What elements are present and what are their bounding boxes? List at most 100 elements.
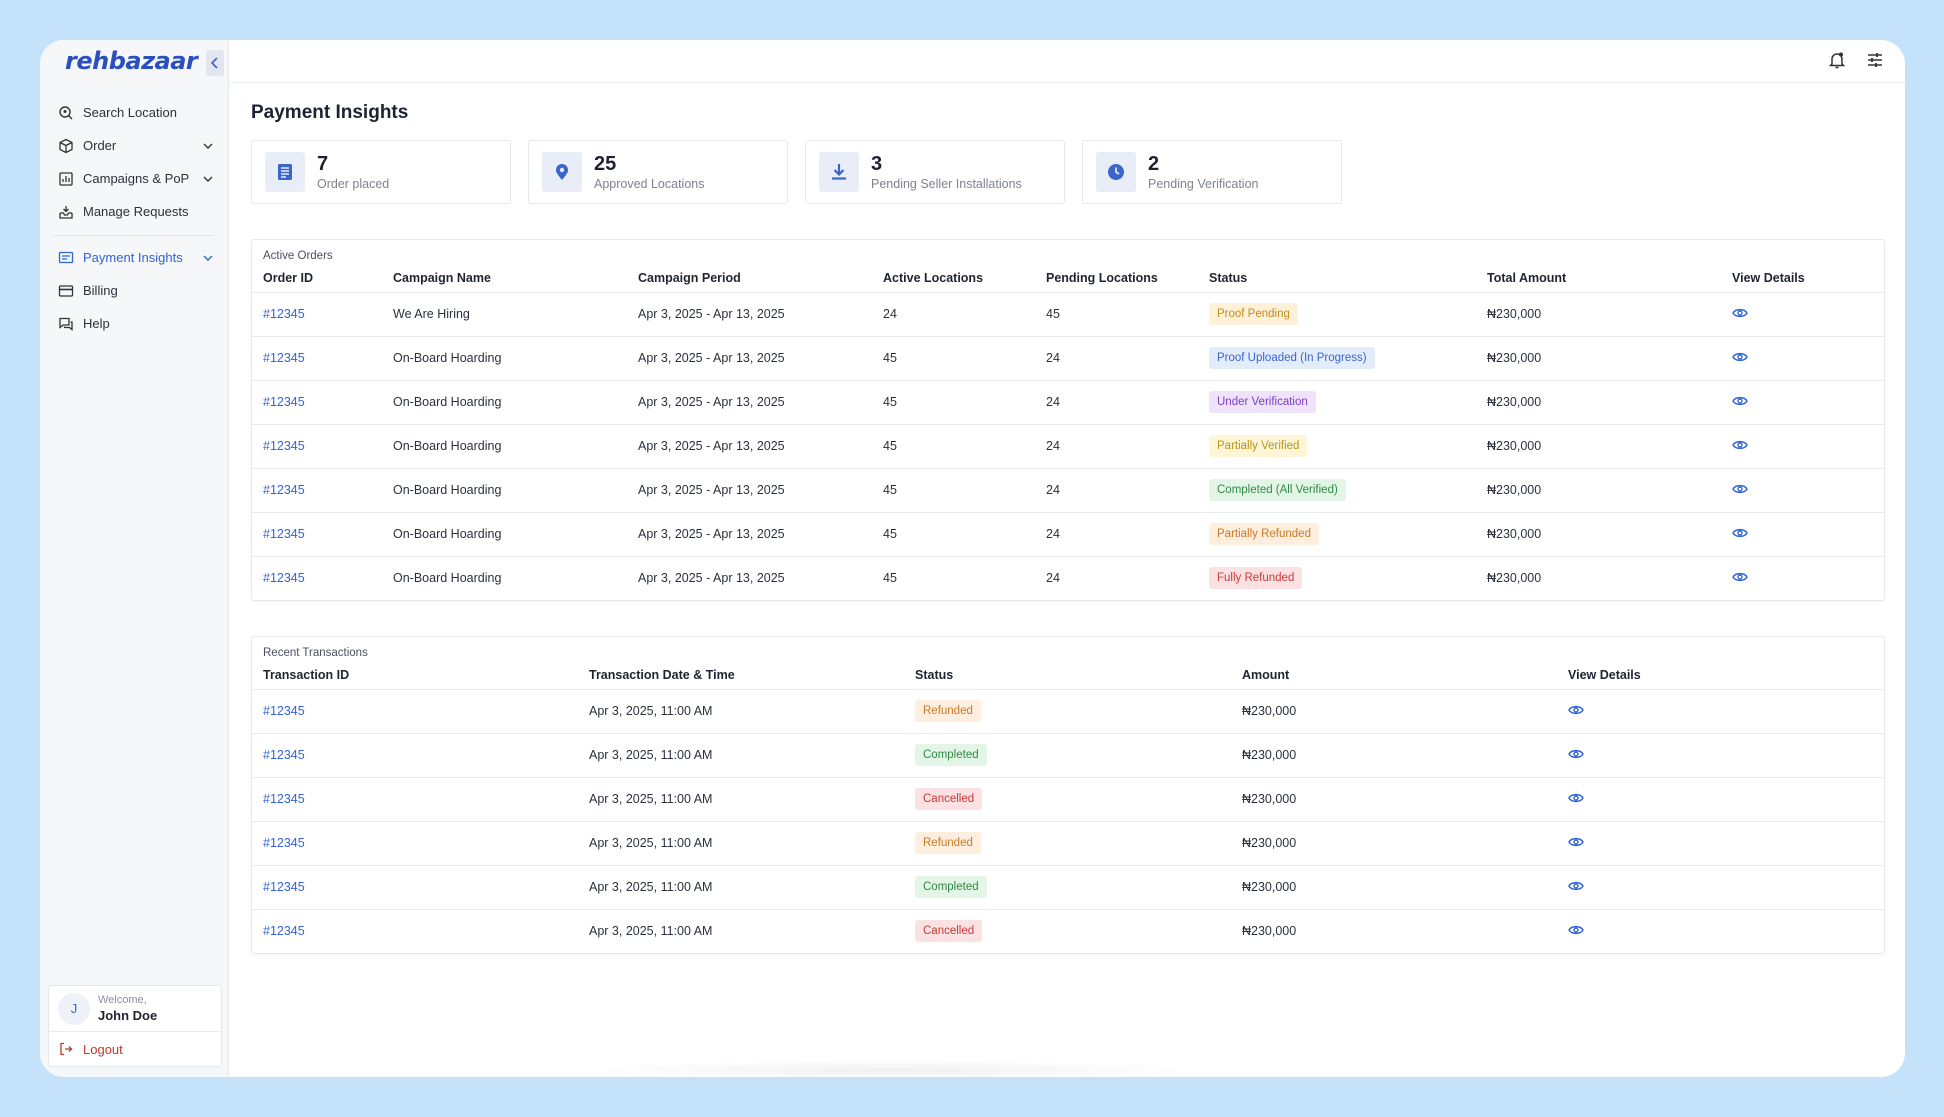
total-amount: ₦230,000	[1476, 423, 1721, 468]
view-details-eye-icon[interactable]	[1732, 527, 1748, 539]
campaign-icon	[58, 171, 74, 187]
sidebar-item-search-location[interactable]: Search Location	[40, 96, 228, 129]
view-details-eye-icon[interactable]	[1732, 395, 1748, 407]
order-id-link[interactable]: #12345	[263, 571, 305, 586]
view-details-eye-icon[interactable]	[1732, 439, 1748, 451]
total-amount: ₦230,000	[1476, 379, 1721, 424]
transaction-datetime: Apr 3, 2025, 11:00 AM	[578, 820, 904, 865]
logout-label: Logout	[83, 1041, 123, 1057]
transaction-id-link[interactable]: #12345	[263, 836, 305, 850]
table-row[interactable]: #12345 On-Board Hoarding Apr 3, 2025 - Apr…	[252, 335, 1884, 380]
sidebar-item-payment-insights[interactable]: Payment Insights	[40, 241, 228, 274]
view-details-eye-icon[interactable]	[1732, 307, 1748, 319]
view-details-eye-icon[interactable]	[1732, 483, 1748, 495]
user-info: J Welcome, John Doe	[49, 986, 221, 1032]
total-amount: ₦230,000	[1476, 555, 1721, 600]
pending-locations: 45	[1035, 291, 1198, 336]
view-details-eye-icon[interactable]	[1732, 571, 1748, 583]
table-row[interactable]: #12345 On-Board Hoarding Apr 3, 2025 - Apr…	[252, 555, 1884, 600]
order-id-link[interactable]: #12345	[263, 307, 305, 321]
logo-row: rehbazaar	[40, 40, 228, 82]
campaign-name: On-Board Hoarding	[382, 555, 627, 600]
sidebar-item-order[interactable]: Order	[40, 129, 228, 162]
table-row[interactable]: #12345 Apr 3, 2025, 11:00 AM Cancelled ₦230…	[252, 908, 1884, 953]
stat-value: 25	[594, 153, 617, 175]
recent-transactions-card: Recent Transactions Transaction ID Transa…	[251, 636, 1885, 954]
view-details-eye-icon[interactable]	[1568, 792, 1584, 804]
column-header-campaign-name: Campaign Name	[393, 270, 491, 285]
table-row[interactable]: #12345 On-Board Hoarding Apr 3, 2025 - Apr…	[252, 423, 1884, 468]
transaction-datetime: Apr 3, 2025, 11:00 AM	[578, 908, 904, 953]
sidebar-item-label: Order	[83, 138, 117, 153]
column-header-transaction-id: Transaction ID	[263, 667, 350, 682]
column-header-view-details: View Details	[1568, 667, 1641, 682]
pending-locations: 24	[1035, 379, 1198, 424]
sidebar-item-manage-requests[interactable]: Manage Requests	[40, 195, 228, 228]
user-name: John Doe	[98, 1008, 158, 1023]
transaction-id-link[interactable]: #12345	[263, 792, 305, 806]
chevron-down-icon[interactable]	[202, 140, 214, 152]
pending-locations: 24	[1035, 335, 1198, 380]
transaction-amount: ₦230,000	[1231, 908, 1557, 953]
chevron-down-icon[interactable]	[202, 252, 214, 264]
table-row[interactable]: #12345 On-Board Hoarding Apr 3, 2025 - Apr…	[252, 379, 1884, 424]
sidebar-item-billing[interactable]: Billing	[40, 274, 228, 307]
transaction-datetime: Apr 3, 2025, 11:00 AM	[578, 864, 904, 909]
transaction-id-link[interactable]: #12345	[263, 704, 305, 718]
table-row[interactable]: #12345 On-Board Hoarding Apr 3, 2025 - Apr…	[252, 511, 1884, 556]
stat-label: Pending Verification	[1148, 177, 1259, 191]
chevron-down-icon[interactable]	[202, 173, 214, 185]
notification-bell-icon[interactable]	[1827, 50, 1847, 70]
table-row[interactable]: #12345 Apr 3, 2025, 11:00 AM Refunded ₦230,…	[252, 688, 1884, 733]
list-icon	[265, 152, 305, 192]
transaction-id-link[interactable]: #12345	[263, 748, 305, 762]
stat-card-pending-verification: 2 Pending Verification	[1082, 140, 1342, 204]
transaction-id-link[interactable]: #12345	[263, 924, 305, 939]
stat-value: 7	[317, 153, 329, 175]
brand-logo[interactable]: rehbazaar	[65, 47, 198, 75]
stat-value: 3	[871, 153, 883, 175]
order-id-link[interactable]: #12345	[263, 439, 305, 453]
campaign-period: Apr 3, 2025 - Apr 13, 2025	[627, 291, 872, 336]
sidebar-nav: Search Location Order Campaigns & PoP Manag…	[40, 96, 228, 340]
order-id-link[interactable]: #12345	[263, 527, 305, 541]
view-details-eye-icon[interactable]	[1732, 351, 1748, 363]
table-row[interactable]: #12345 Apr 3, 2025, 11:00 AM Refunded ₦230,…	[252, 820, 1884, 865]
table-row[interactable]: #12345 Apr 3, 2025, 11:00 AM Completed ₦230…	[252, 864, 1884, 909]
logout-icon	[59, 1042, 73, 1056]
table-row[interactable]: #12345 Apr 3, 2025, 11:00 AM Cancelled ₦230…	[252, 776, 1884, 821]
order-id-link[interactable]: #12345	[263, 483, 305, 497]
box-icon	[58, 138, 74, 154]
column-header-transaction-date-time: Transaction Date & Time	[589, 667, 735, 682]
total-amount: ₦230,000	[1476, 467, 1721, 512]
campaign-period: Apr 3, 2025 - Apr 13, 2025	[627, 555, 872, 600]
view-details-eye-icon[interactable]	[1568, 704, 1584, 716]
table-row[interactable]: #12345 We Are Hiring Apr 3, 2025 - Apr 13,…	[252, 291, 1884, 336]
status-badge: Cancelled	[915, 920, 983, 943]
campaign-name: On-Board Hoarding	[382, 511, 627, 556]
nav-divider	[54, 235, 214, 236]
stat-value: 2	[1148, 153, 1160, 175]
payment-insights-icon	[58, 250, 74, 266]
transaction-id-link[interactable]: #12345	[263, 880, 305, 894]
order-id-link[interactable]: #12345	[263, 351, 305, 365]
collapse-sidebar-button[interactable]	[206, 50, 224, 76]
table-row[interactable]: #12345 On-Board Hoarding Apr 3, 2025 - Apr…	[252, 467, 1884, 512]
view-details-eye-icon[interactable]	[1568, 748, 1584, 760]
sidebar-item-campaigns-pop[interactable]: Campaigns & PoP	[40, 162, 228, 195]
logout-button[interactable]: Logout	[49, 1032, 221, 1066]
card-icon	[58, 283, 74, 299]
view-details-eye-icon[interactable]	[1568, 836, 1584, 848]
order-id-link[interactable]: #12345	[263, 395, 305, 409]
settings-sliders-icon[interactable]	[1865, 50, 1885, 70]
view-details-eye-icon[interactable]	[1568, 880, 1584, 892]
avatar[interactable]: J	[58, 992, 90, 1025]
active-locations: 45	[872, 555, 1035, 600]
sidebar-item-help[interactable]: Help	[40, 307, 228, 340]
transaction-datetime: Apr 3, 2025, 11:00 AM	[578, 688, 904, 733]
active-locations: 45	[872, 423, 1035, 468]
view-details-eye-icon[interactable]	[1568, 924, 1584, 936]
transaction-datetime: Apr 3, 2025, 11:00 AM	[578, 732, 904, 777]
table-row[interactable]: #12345 Apr 3, 2025, 11:00 AM Completed ₦230…	[252, 732, 1884, 777]
stat-label: Pending Seller Installations	[871, 177, 1022, 191]
